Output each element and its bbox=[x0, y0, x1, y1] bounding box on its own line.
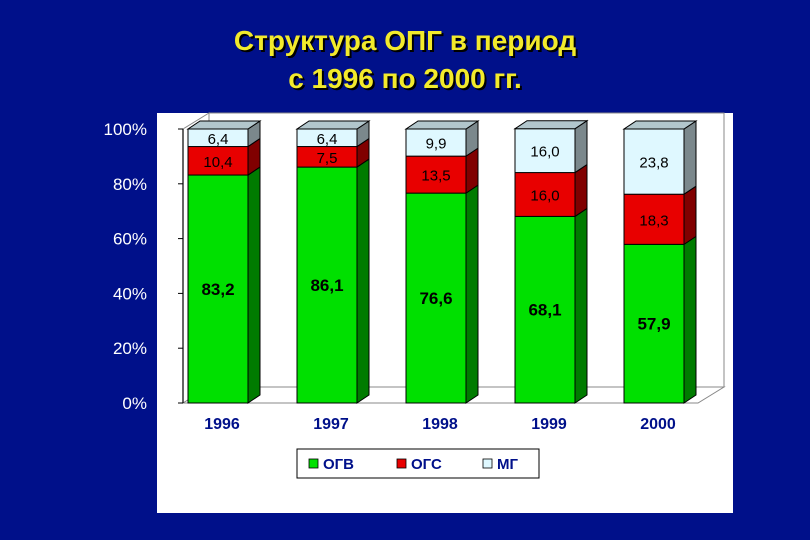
y-tick-label: 100% bbox=[104, 120, 147, 139]
x-tick-label: 1997 bbox=[313, 416, 349, 433]
bar-top bbox=[186, 120, 262, 130]
legend-label: ОГВ bbox=[323, 456, 354, 473]
data-label: 6,4 bbox=[317, 131, 338, 148]
data-label: 13,5 bbox=[421, 168, 450, 185]
bar-segment bbox=[514, 172, 576, 217]
legend-label: ОГС bbox=[411, 456, 442, 473]
legend-label: МГ bbox=[497, 456, 518, 473]
bar-side bbox=[683, 120, 697, 196]
bar-side bbox=[247, 166, 261, 404]
data-label: 76,6 bbox=[419, 289, 452, 308]
data-label: 9,9 bbox=[426, 136, 447, 153]
x-tick-label: 1998 bbox=[422, 416, 458, 433]
legend-swatch bbox=[482, 458, 493, 469]
data-label: 10,4 bbox=[203, 154, 232, 171]
chart-title: Структура ОПГ в период с 1996 по 2000 гг… bbox=[0, 22, 810, 98]
data-label: 16,0 bbox=[530, 187, 559, 204]
legend-swatch bbox=[396, 458, 407, 469]
y-tick-label: 20% bbox=[113, 339, 147, 358]
bar-segment bbox=[187, 146, 249, 176]
legend-box bbox=[296, 448, 540, 479]
bar-segment bbox=[405, 128, 467, 157]
bar-side bbox=[574, 163, 588, 218]
bar-side bbox=[683, 185, 697, 246]
data-label: 16,0 bbox=[530, 144, 559, 161]
bar-side bbox=[683, 235, 697, 404]
x-tick-label: 1996 bbox=[204, 416, 240, 433]
bar-top bbox=[295, 120, 371, 130]
bar-segment bbox=[187, 174, 249, 404]
bar-side bbox=[574, 119, 588, 174]
data-label: 7,5 bbox=[317, 150, 338, 167]
bar-side bbox=[465, 184, 479, 404]
data-label: 68,1 bbox=[528, 301, 561, 320]
bar-side bbox=[356, 158, 370, 404]
bar-side bbox=[574, 207, 588, 404]
bar-segment bbox=[514, 215, 576, 404]
y-tick-label: 0% bbox=[122, 394, 147, 413]
bar-top bbox=[622, 120, 698, 130]
y-tick-label: 60% bbox=[113, 230, 147, 249]
data-label: 57,9 bbox=[637, 315, 670, 334]
x-tick-label: 1999 bbox=[531, 416, 567, 433]
bar-top bbox=[404, 120, 480, 130]
y-tick-label: 40% bbox=[113, 284, 147, 303]
legend-swatch bbox=[308, 458, 319, 469]
data-label: 86,1 bbox=[310, 276, 343, 295]
x-tick-label: 2000 bbox=[640, 416, 676, 433]
data-label: 6,4 bbox=[208, 131, 229, 148]
title-line-2: с 1996 по 2000 гг. bbox=[288, 63, 522, 94]
data-label: 18,3 bbox=[639, 212, 668, 229]
y-tick-label: 80% bbox=[113, 175, 147, 194]
bar-top bbox=[513, 120, 589, 130]
title-line-1: Структура ОПГ в период bbox=[233, 25, 577, 56]
data-label: 83,2 bbox=[201, 280, 234, 299]
data-label: 23,8 bbox=[639, 155, 668, 172]
bar-segment bbox=[623, 193, 685, 245]
